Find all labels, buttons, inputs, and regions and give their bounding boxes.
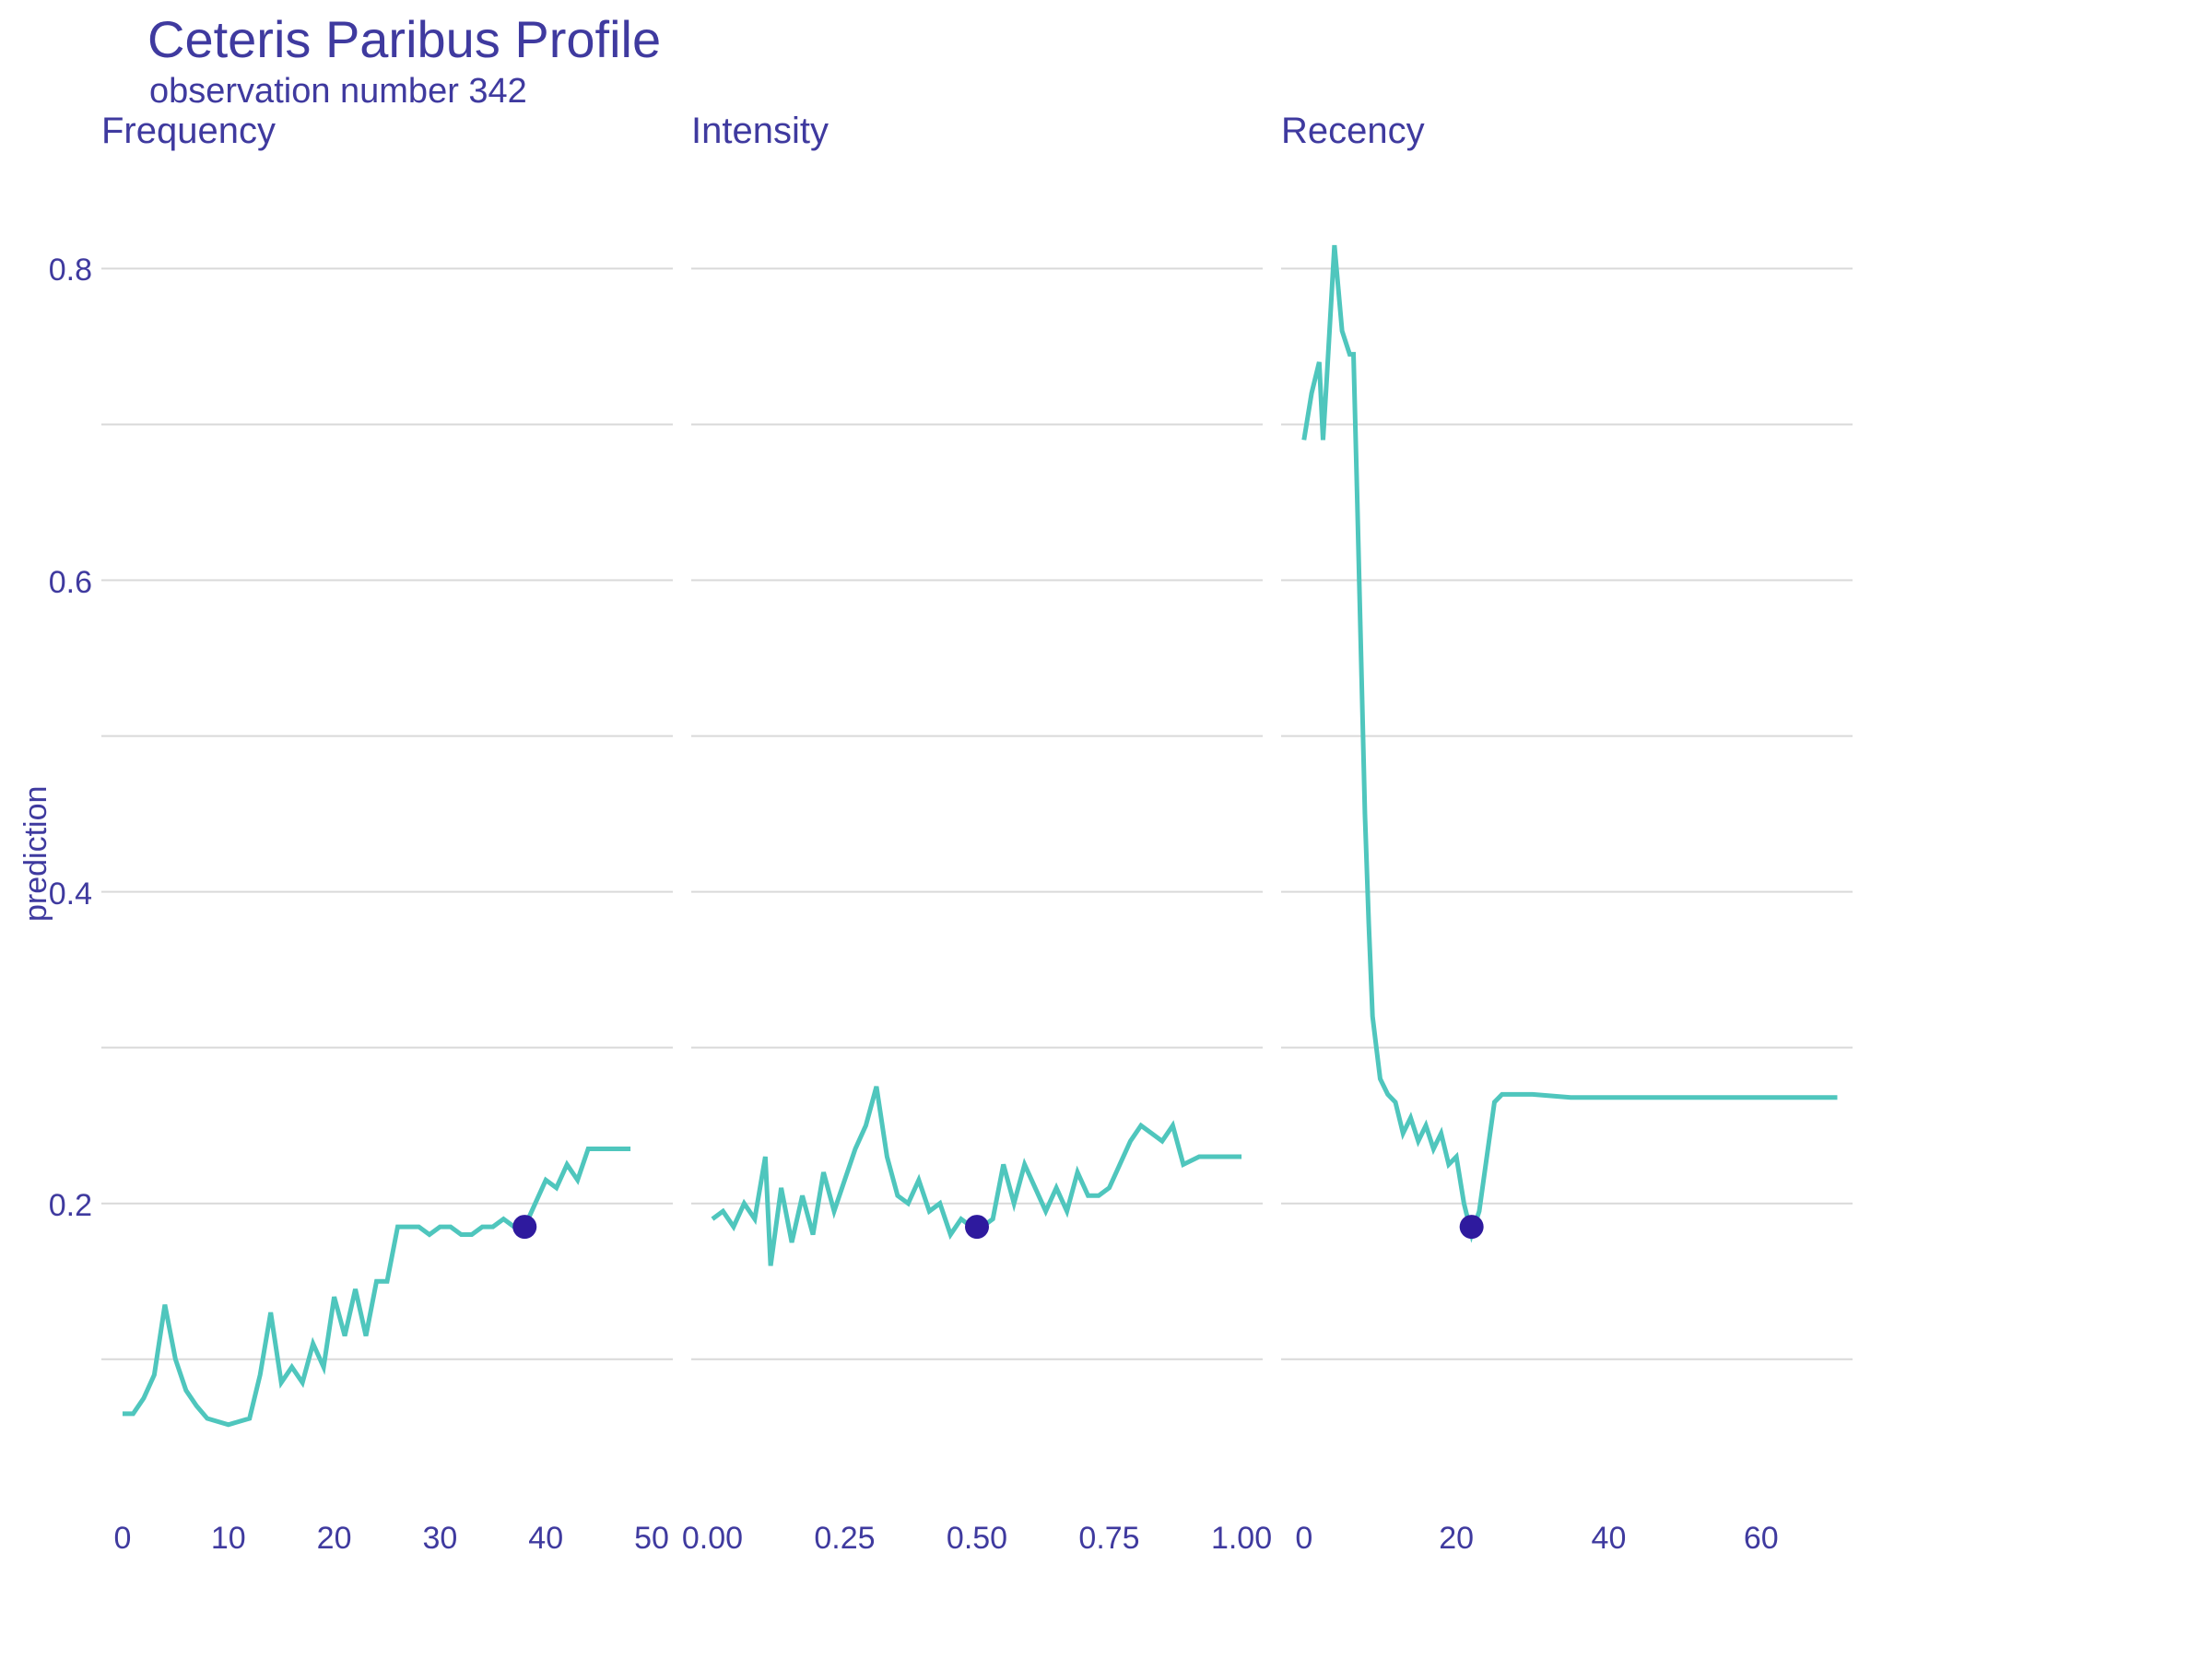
- y-tick-label: 0.6: [37, 565, 92, 601]
- x-tick-label: 20: [1410, 1521, 1502, 1557]
- x-tick-label: 30: [394, 1521, 486, 1557]
- series-line: [712, 1087, 1241, 1265]
- x-tick-label: 0: [76, 1521, 169, 1557]
- series-line: [1304, 245, 1838, 1234]
- y-tick-label: 0.2: [37, 1188, 92, 1224]
- chart-subtitle: observation number 342: [149, 72, 527, 112]
- x-tick-label: 20: [288, 1521, 381, 1557]
- x-tick-label: 0.00: [666, 1521, 759, 1557]
- ceteris-paribus-chart: Ceteris Paribus Profile observation numb…: [0, 0, 2212, 1659]
- panel-title: Frequency: [101, 111, 276, 152]
- series-line: [123, 1149, 630, 1425]
- panel-plot: [101, 175, 673, 1484]
- observation-marker: [1460, 1215, 1484, 1239]
- x-tick-label: 40: [500, 1521, 592, 1557]
- panel-title: Intensity: [691, 111, 829, 152]
- y-tick-label: 0.8: [37, 253, 92, 288]
- x-tick-label: 40: [1562, 1521, 1654, 1557]
- x-tick-label: 0.75: [1064, 1521, 1156, 1557]
- panel-title: Recency: [1281, 111, 1425, 152]
- panel-plot: [691, 175, 1263, 1484]
- x-tick-label: 0.25: [798, 1521, 890, 1557]
- y-tick-label: 0.4: [37, 877, 92, 912]
- x-tick-label: 0.50: [931, 1521, 1023, 1557]
- panel-plot: [1281, 175, 1853, 1484]
- x-tick-label: 60: [1715, 1521, 1807, 1557]
- x-tick-label: 0: [1258, 1521, 1350, 1557]
- observation-marker: [512, 1215, 536, 1239]
- observation-marker: [965, 1215, 989, 1239]
- chart-title: Ceteris Paribus Profile: [147, 9, 661, 69]
- x-tick-label: 10: [182, 1521, 275, 1557]
